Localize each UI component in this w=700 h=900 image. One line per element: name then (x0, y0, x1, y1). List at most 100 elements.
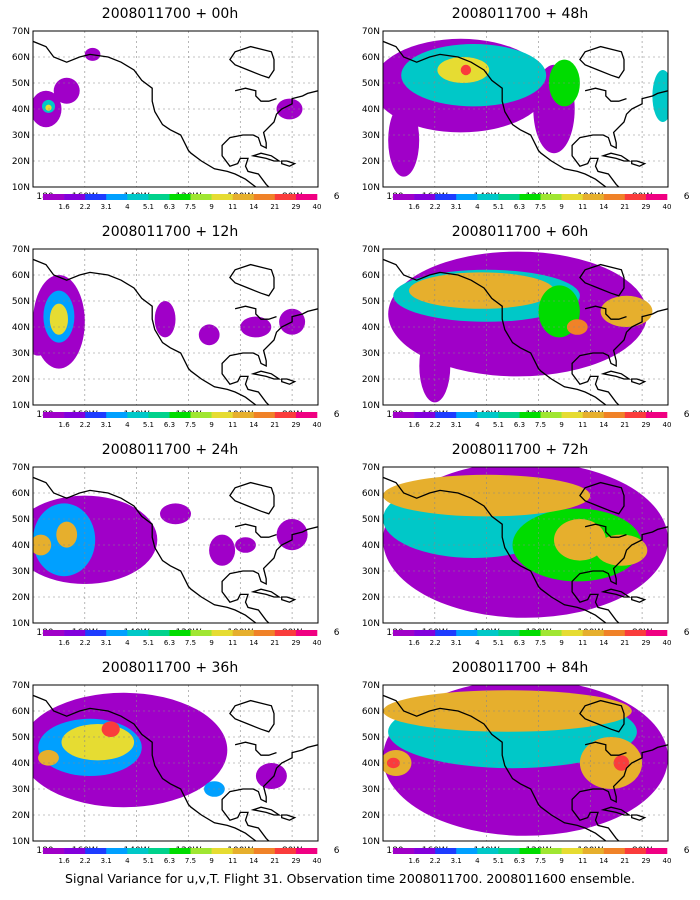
variance-region (240, 316, 272, 338)
forecast-panel: 2008011700 + 00h 180160W140W120W100W80W60… (0, 0, 340, 218)
y-tick-label: 60N (362, 271, 380, 281)
panel-title: 2008011700 + 00h (101, 6, 239, 22)
panel-map: 180160W140W120W100W80W60W10N20N30N40N50N… (362, 681, 690, 865)
colorbar-swatch (43, 630, 65, 636)
colorbar-swatch (645, 194, 668, 200)
colorbar-swatch (540, 412, 562, 418)
colorbar-label: 21 (270, 639, 279, 647)
colorbar-label: 21 (620, 639, 629, 647)
colorbar-label: 3.1 (451, 203, 462, 211)
panel-title: 2008011700 + 84h (451, 660, 589, 676)
colorbar-label: 11 (578, 639, 587, 647)
colorbar-swatch (414, 848, 436, 854)
colorbar-swatch (561, 412, 583, 418)
panel-map: 180160W140W120W100W80W60W10N20N30N40N50N… (12, 245, 340, 429)
colorbar-swatch (414, 412, 436, 418)
colorbar-label: 7.5 (185, 639, 196, 647)
colorbar-swatch (456, 412, 478, 418)
colorbar-label: 1.6 (59, 639, 71, 647)
colorbar-swatch (232, 194, 255, 200)
grid (33, 467, 318, 623)
y-tick-label: 10N (12, 183, 30, 193)
colorbar-label: 11 (228, 857, 237, 865)
colorbar-label: 6.3 (514, 857, 525, 865)
y-tick-label: 20N (12, 375, 30, 385)
y-tick-label: 60N (12, 271, 30, 281)
forecast-panel: 2008011700 + 36h180160W140W120W100W80W60… (0, 654, 340, 872)
variance-field (388, 251, 653, 403)
colorbar-label: 7.5 (535, 421, 546, 429)
variance-region (38, 750, 59, 766)
colorbar-label: 9 (559, 421, 563, 429)
y-tick-label: 30N (12, 349, 30, 359)
colorbar-swatch (645, 630, 668, 636)
colorbar-swatch (148, 412, 170, 418)
colorbar-swatch (106, 848, 128, 854)
map-frame (32, 684, 319, 842)
colorbar-swatch (519, 412, 541, 418)
y-tick-label: 10N (12, 837, 30, 847)
variance-region (154, 301, 176, 338)
colorbar-label: 11 (228, 421, 237, 429)
forecast-panel: 2008011700 + 24h180160W140W120W100W80W60… (0, 436, 340, 654)
colorbar-swatch (477, 848, 499, 854)
y-tick-label: 50N (362, 733, 380, 743)
y-tick-label: 10N (362, 401, 380, 411)
colorbar-label: 11 (578, 857, 587, 865)
colorbar-label: 29 (291, 857, 300, 865)
coastline (383, 258, 668, 405)
colorbar-label: 3.1 (101, 203, 112, 211)
hispaniola-outline (281, 814, 297, 821)
colorbar-label: 1.6 (409, 421, 421, 429)
hispaniola-outline (281, 160, 297, 167)
colorbar-label: 9 (209, 203, 213, 211)
colorbar-swatch (498, 194, 520, 200)
colorbar-label: 2.2 (430, 203, 441, 211)
y-tick-label: 50N (12, 79, 30, 89)
variance-region (33, 99, 39, 119)
colorbar-label: 5.1 (143, 857, 154, 865)
panel-map: 180160W140W120W100W80W60W10N20N30N40N50N… (12, 27, 340, 211)
great-lakes-outline (584, 305, 627, 320)
figure-caption: Signal Variance for u,v,T. Flight 31. Ob… (65, 871, 635, 886)
y-tick-label: 50N (12, 515, 30, 525)
colorbar-label: 5.1 (493, 203, 504, 211)
colorbar-swatch (435, 412, 457, 418)
y-tick-label: 30N (362, 785, 380, 795)
cuba-outline (600, 370, 632, 380)
hudson-bay-outline (579, 45, 625, 79)
colorbar-label: 1.6 (59, 857, 71, 865)
colorbar-swatch (393, 848, 415, 854)
grid (33, 685, 318, 841)
colorbar-label: 9 (559, 203, 563, 211)
colorbar: 1.6 2.2 3.1 4 5.1 6.3 7.5 9 11 14 21 29 40 (43, 412, 321, 429)
colorbar-swatch (64, 630, 86, 636)
colorbar-swatch (190, 194, 212, 200)
colorbar-swatch (64, 194, 86, 200)
colorbar-label: 14 (249, 639, 258, 647)
y-tick-label: 40N (362, 323, 380, 333)
x-tick-label: 60W (684, 192, 690, 202)
y-tick-label: 10N (12, 619, 30, 629)
colorbar-label: 9 (209, 857, 213, 865)
variance-region (409, 272, 554, 309)
colorbar-label: 14 (249, 421, 258, 429)
colorbar-swatch (435, 630, 457, 636)
coastlines (33, 40, 318, 187)
colorbar-label: 40 (663, 639, 672, 647)
colorbar-label: 21 (620, 857, 629, 865)
colorbar-label: 29 (291, 639, 300, 647)
cuba-outline (250, 152, 282, 162)
map-frame (32, 30, 319, 188)
colorbar-label: 29 (291, 421, 300, 429)
coastline (33, 40, 318, 187)
variance-region (554, 519, 606, 561)
grid (33, 249, 318, 405)
panel-title: 2008011700 + 48h (451, 6, 589, 22)
y-tick-label: 20N (362, 157, 380, 167)
colorbar-swatch (211, 630, 233, 636)
colorbar-swatch (603, 412, 626, 418)
cuba-outline (250, 370, 282, 380)
colorbar-label: 21 (620, 203, 629, 211)
colorbar-swatch (519, 848, 541, 854)
